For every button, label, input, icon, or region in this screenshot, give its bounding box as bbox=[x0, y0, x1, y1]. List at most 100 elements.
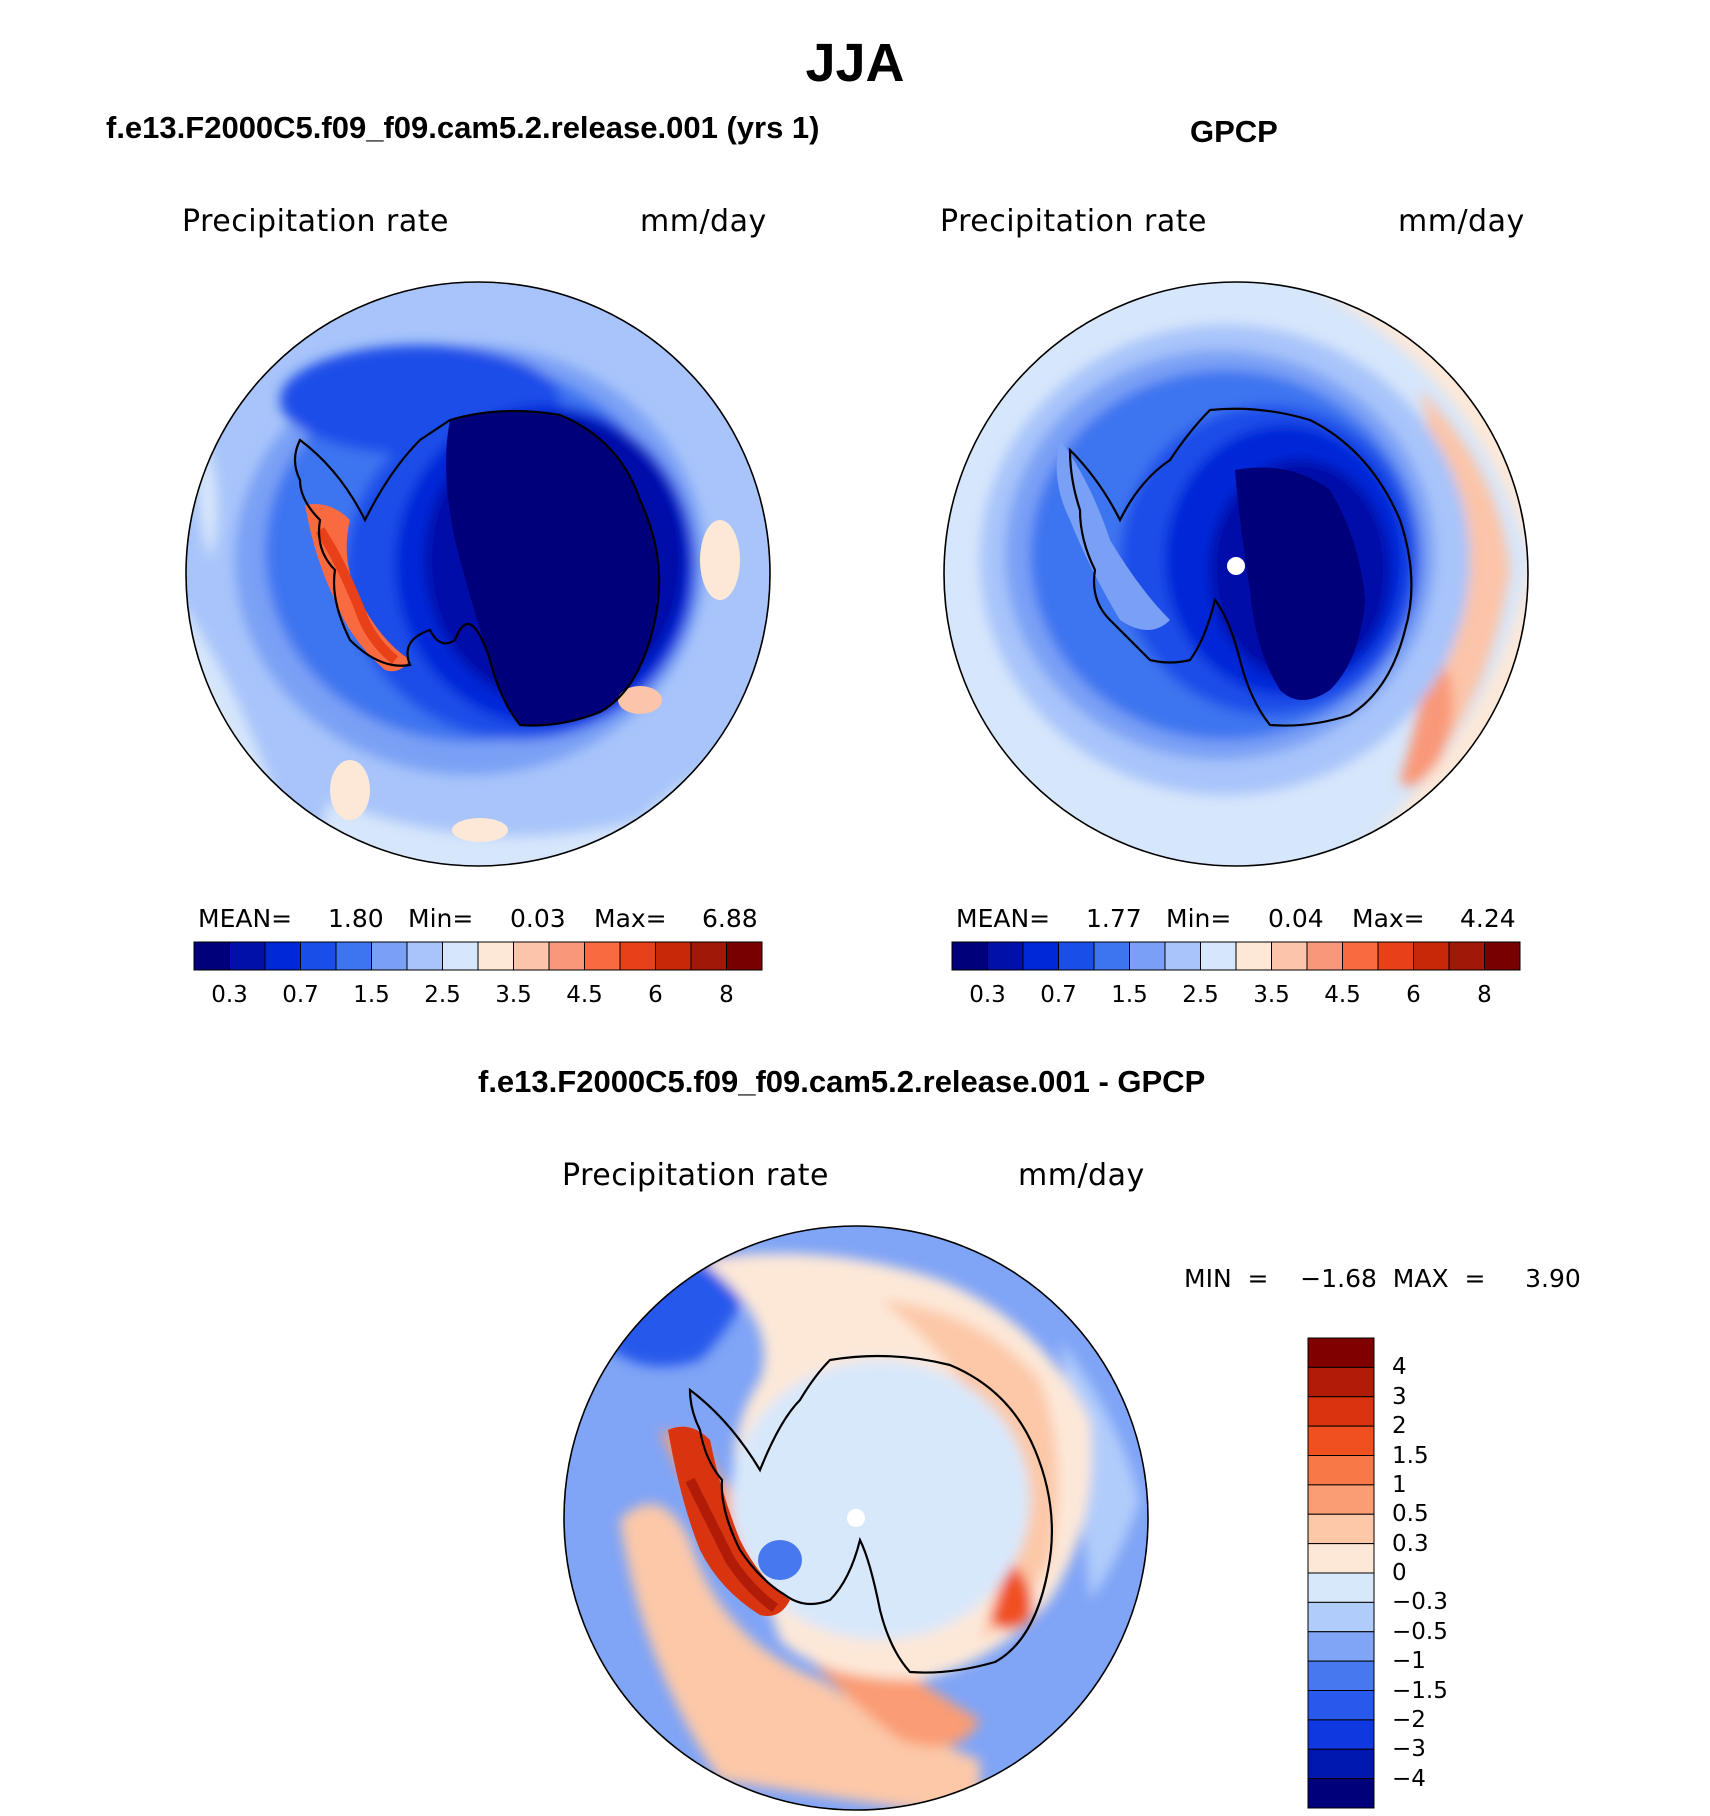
colorbar-tick-label: −0.3 bbox=[1392, 1589, 1448, 1616]
colorbar-swatch bbox=[1022, 941, 1059, 971]
colorbar-tick-label: 8 bbox=[1477, 982, 1492, 1008]
colorbar-swatch bbox=[1377, 941, 1414, 971]
colorbar-tick-label: −1 bbox=[1392, 1648, 1426, 1675]
colorbar-swatch bbox=[1307, 1337, 1375, 1368]
stat-min-obs: 0.04 bbox=[1268, 904, 1324, 933]
colorbar-swatch bbox=[1307, 1366, 1375, 1398]
colorbar-tick-label: 0.7 bbox=[1040, 982, 1077, 1008]
colorbar-swatch bbox=[1307, 1396, 1375, 1427]
variable-label-model: Precipitation rate bbox=[182, 204, 449, 239]
units-label-obs: mm/day bbox=[1398, 204, 1525, 239]
colorbar-tick-label: 8 bbox=[719, 982, 734, 1008]
colorbar-swatch bbox=[690, 941, 727, 971]
colorbar-swatch bbox=[1307, 1425, 1375, 1456]
colorbar-swatch bbox=[655, 941, 692, 971]
map-model bbox=[185, 281, 771, 867]
colorbar-tick-label: 0.3 bbox=[211, 982, 248, 1008]
colorbar-swatch bbox=[1448, 941, 1485, 971]
colorbar-swatch bbox=[548, 941, 585, 971]
colorbar-swatch bbox=[1271, 941, 1308, 971]
colorbar-swatch bbox=[193, 941, 230, 971]
colorbar-swatch bbox=[1307, 1778, 1375, 1809]
stat-min-model: 0.03 bbox=[510, 904, 566, 933]
colorbar-tick-label: 0.7 bbox=[282, 982, 319, 1008]
colorbar-tick-label: 0.3 bbox=[1392, 1530, 1429, 1557]
figure-title: JJA bbox=[805, 33, 905, 93]
colorbar-swatch bbox=[1307, 1690, 1375, 1721]
colorbar-tick-label: 6 bbox=[1406, 982, 1421, 1008]
colorbar-model bbox=[193, 941, 763, 971]
colorbar-swatch bbox=[619, 941, 656, 971]
colorbar-tick-label: 4 bbox=[1392, 1354, 1407, 1381]
colorbar-swatch bbox=[513, 941, 550, 971]
colorbar-tick-label: −1.5 bbox=[1392, 1677, 1448, 1704]
stat-max-label-obs: Max= bbox=[1352, 904, 1425, 933]
colorbar-swatch bbox=[1307, 1572, 1375, 1603]
colorbar-swatch bbox=[1307, 1455, 1375, 1486]
colorbar-swatch bbox=[1342, 941, 1379, 971]
colorbar-tick-label: 1.5 bbox=[1392, 1442, 1429, 1469]
colorbar-tick-label: 2.5 bbox=[424, 982, 461, 1008]
colorbar-swatch bbox=[371, 941, 408, 971]
colorbar-tick-label: −4 bbox=[1392, 1765, 1426, 1792]
stat-min-label-obs: Min= bbox=[1166, 904, 1232, 933]
colorbar-tick-label: 2.5 bbox=[1182, 982, 1219, 1008]
colorbar-swatch bbox=[1058, 941, 1095, 971]
colorbar-tick-label: −3 bbox=[1392, 1736, 1426, 1763]
colorbar-swatch bbox=[951, 941, 988, 971]
colorbar-swatch bbox=[335, 941, 372, 971]
colorbar-tick-label: 1.5 bbox=[1111, 982, 1148, 1008]
colorbar-swatch bbox=[726, 941, 763, 971]
colorbar-tick-label: 0.3 bbox=[969, 982, 1006, 1008]
stat-max-label-model: Max= bbox=[594, 904, 667, 933]
colorbar-swatch bbox=[1413, 941, 1450, 971]
colorbar-tick-label: −2 bbox=[1392, 1706, 1426, 1733]
colorbar-tick-label: 3 bbox=[1392, 1383, 1407, 1410]
units-label-diff: mm/day bbox=[1018, 1158, 1145, 1193]
colorbar-tick-label: 0.5 bbox=[1392, 1501, 1429, 1528]
colorbar-tick-label: −0.5 bbox=[1392, 1618, 1448, 1645]
colorbar-swatch bbox=[1129, 941, 1166, 971]
stat-max-model: 6.88 bbox=[702, 904, 758, 933]
stat-min-label-model: Min= bbox=[408, 904, 474, 933]
colorbar-swatch bbox=[477, 941, 514, 971]
colorbar-swatch bbox=[300, 941, 337, 971]
colorbar-swatch bbox=[584, 941, 621, 971]
variable-label-diff: Precipitation rate bbox=[562, 1158, 829, 1193]
colorbar-tick-label: 1.5 bbox=[353, 982, 390, 1008]
colorbar-tick-label: 6 bbox=[648, 982, 663, 1008]
panel-title-model: f.e13.F2000C5.f09_f09.cam5.2.release.001… bbox=[106, 110, 820, 145]
stat-mean-label-model: MEAN= bbox=[198, 904, 293, 933]
colorbar-swatch bbox=[1200, 941, 1237, 971]
colorbar-swatch bbox=[406, 941, 443, 971]
colorbar-swatch bbox=[1093, 941, 1130, 971]
colorbar-swatch bbox=[1164, 941, 1201, 971]
stat-mean-model: 1.80 bbox=[328, 904, 384, 933]
colorbar-swatch bbox=[1307, 1660, 1375, 1691]
colorbar-swatch bbox=[1307, 1513, 1375, 1545]
panel-title-diff: f.e13.F2000C5.f09_f09.cam5.2.release.001… bbox=[478, 1064, 1206, 1099]
colorbar-diff bbox=[1307, 1337, 1375, 1809]
colorbar-tick-label: 3.5 bbox=[1253, 982, 1290, 1008]
colorbar-swatch bbox=[1307, 1748, 1375, 1780]
stat-mean-obs: 1.77 bbox=[1086, 904, 1142, 933]
colorbar-tick-label: 2 bbox=[1392, 1413, 1407, 1440]
stat-mean-label-obs: MEAN= bbox=[956, 904, 1051, 933]
colorbar-tick-label: 3.5 bbox=[495, 982, 532, 1008]
stat-minmax-diff: MIN = −1.68 MAX = 3.90 bbox=[1184, 1264, 1581, 1293]
colorbar-swatch bbox=[1306, 941, 1343, 971]
colorbar-swatch bbox=[1484, 941, 1521, 971]
colorbar-swatch bbox=[229, 941, 266, 971]
colorbar-tick-label: 0 bbox=[1392, 1560, 1407, 1586]
map-obs bbox=[943, 281, 1529, 867]
colorbar-swatch bbox=[1307, 1719, 1375, 1750]
colorbar-swatch bbox=[264, 941, 301, 971]
units-label-model: mm/day bbox=[640, 204, 767, 239]
colorbar-swatch bbox=[1307, 1601, 1375, 1633]
colorbar-tick-label: 4.5 bbox=[1324, 982, 1361, 1008]
colorbar-obs bbox=[951, 941, 1521, 971]
map-diff bbox=[563, 1225, 1149, 1811]
colorbar-swatch bbox=[987, 941, 1024, 971]
colorbar-swatch bbox=[442, 941, 479, 971]
colorbar-swatch bbox=[1307, 1543, 1375, 1574]
